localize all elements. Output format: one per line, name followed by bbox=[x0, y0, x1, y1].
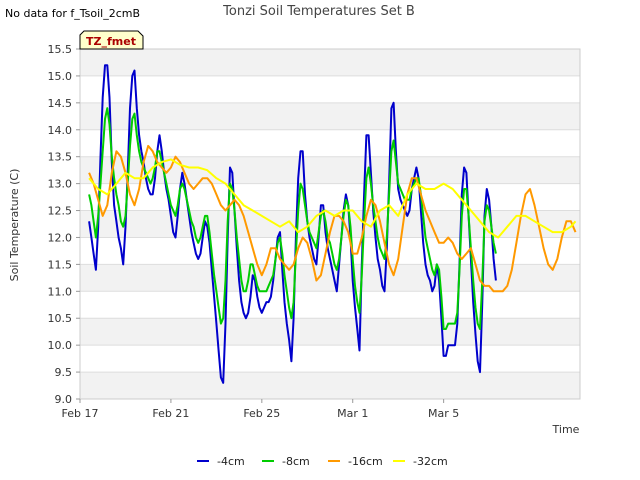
plot-band bbox=[80, 291, 580, 319]
x-axis-ticks: Feb 17 Feb 21 Feb 25 Mar 1 Mar 5 bbox=[62, 399, 459, 420]
plot-band bbox=[80, 372, 580, 399]
no-data-note: No data for f_Tsoil_2cmB bbox=[5, 7, 140, 20]
plot-band bbox=[80, 345, 580, 373]
y-axis-title: Soil Temperature (C) bbox=[8, 169, 21, 282]
legend: -4cm -8cm -16cm -32cm bbox=[197, 455, 448, 468]
series-line-minus-32cm bbox=[88, 158, 577, 239]
legend-label: -4cm bbox=[217, 455, 245, 468]
y-tick-label: 12.0 bbox=[48, 231, 73, 244]
tz-fmet-badge: TZ_fmet bbox=[79, 30, 144, 50]
plot-band bbox=[80, 183, 580, 211]
y-axis-ticks: 9.0 9.5 10.0 10.5 11.0 11.5 12.0 12.5 13.0 13.5 14… bbox=[48, 43, 80, 406]
y-tick-label: 10.0 bbox=[48, 339, 73, 352]
y-tick-label: 9.0 bbox=[55, 393, 73, 406]
plot-background bbox=[80, 49, 580, 399]
plot-band bbox=[80, 49, 580, 76]
y-tick-label: 9.5 bbox=[55, 366, 73, 379]
series-line-minus-8cm bbox=[88, 107, 497, 330]
legend-label: -32cm bbox=[413, 455, 448, 468]
y-tick-label: 10.5 bbox=[48, 312, 73, 325]
y-tick-label: 14.5 bbox=[48, 97, 73, 110]
plot-frame bbox=[79, 48, 581, 400]
legend-label: -8cm bbox=[282, 455, 310, 468]
x-tick-label: Mar 1 bbox=[337, 407, 368, 420]
plot-band bbox=[80, 318, 580, 346]
x-tick-label: Feb 21 bbox=[152, 407, 189, 420]
plot-band bbox=[80, 102, 580, 130]
x-tick-label: Feb 25 bbox=[243, 407, 280, 420]
plot-band bbox=[80, 264, 580, 292]
x-tick-label: Feb 17 bbox=[62, 407, 99, 420]
badge-box bbox=[79, 30, 144, 50]
y-tick-label: 14.0 bbox=[48, 124, 73, 137]
series-line-minus-16cm bbox=[88, 144, 577, 293]
chart-title: Tonzi Soil Temperatures Set B bbox=[222, 4, 415, 19]
x-axis-title: Time bbox=[552, 423, 580, 436]
y-tick-label: 13.5 bbox=[48, 151, 73, 164]
x-tick-label: Mar 5 bbox=[428, 407, 459, 420]
y-tick-label: 15.5 bbox=[48, 43, 73, 56]
y-tick-label: 13.0 bbox=[48, 178, 73, 191]
plot-band bbox=[80, 75, 580, 103]
badge-label: TZ_fmet bbox=[86, 35, 136, 48]
legend-label: -16cm bbox=[348, 455, 383, 468]
y-tick-label: 11.5 bbox=[48, 258, 73, 271]
y-tick-label: 12.5 bbox=[48, 205, 73, 218]
y-tick-label: 15.0 bbox=[48, 70, 73, 83]
series-lines bbox=[88, 64, 577, 384]
y-tick-label: 11.0 bbox=[48, 285, 73, 298]
plot-band bbox=[80, 129, 580, 157]
